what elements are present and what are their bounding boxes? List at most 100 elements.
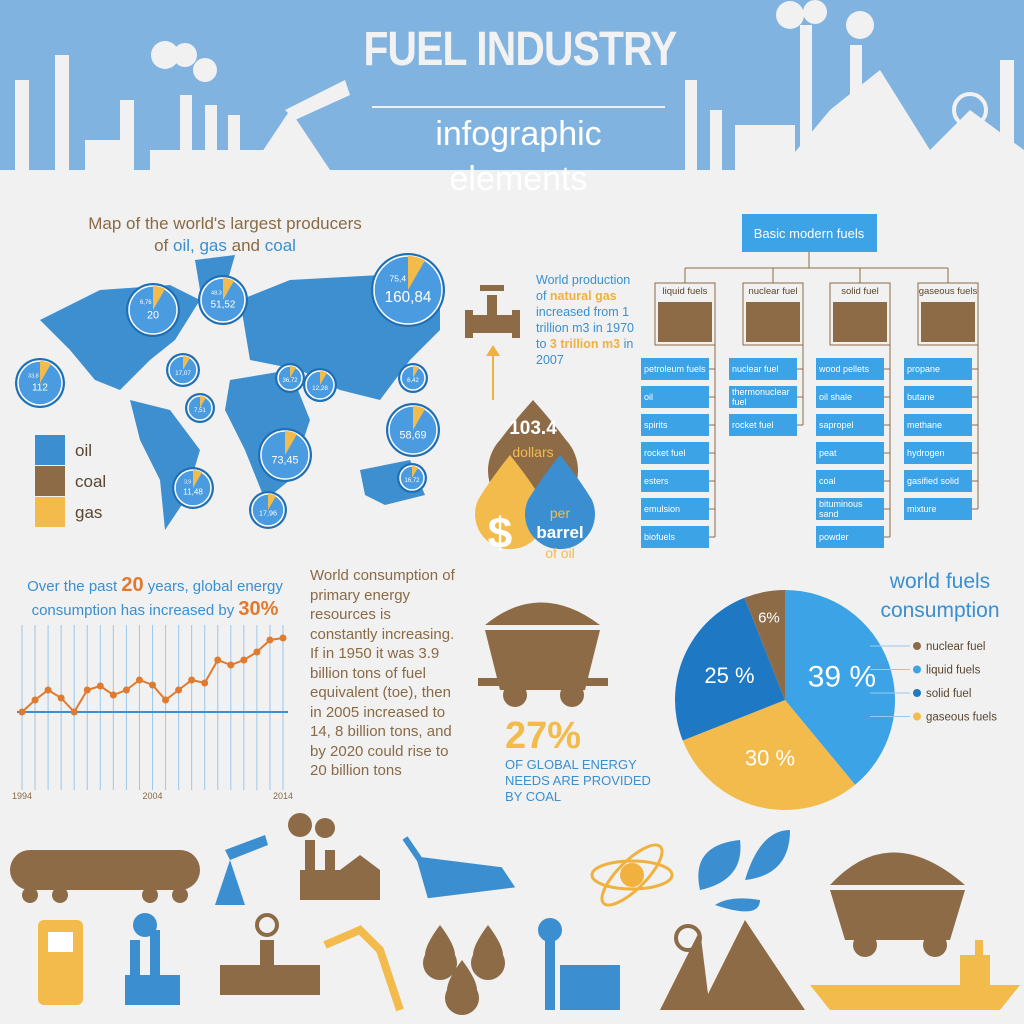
bubble-label: 51,52	[211, 300, 236, 311]
title: FUEL INDUSTRY	[363, 23, 677, 76]
group-label: nuclear fuel	[748, 286, 797, 297]
bubble-wedge	[268, 493, 276, 510]
point	[96, 682, 104, 690]
bubble-wedge	[285, 430, 297, 455]
group-icon	[833, 302, 887, 342]
bubble-wedge	[40, 360, 51, 383]
bubble-label: 160,84	[385, 289, 432, 306]
energy-growth: Over the past 20 years, global energy co…	[10, 574, 300, 622]
x-tick-label: 2014	[273, 791, 293, 801]
legend-label: solid fuel	[926, 688, 971, 700]
item-wrap: petroleum fuels	[644, 364, 706, 374]
item-wrap: rocket fuel	[732, 420, 774, 430]
bubble-wedge	[183, 355, 190, 370]
text: Over the past	[27, 578, 118, 595]
item-wrap: biofuels	[644, 532, 675, 542]
item-label: sapropel	[819, 420, 854, 430]
point	[266, 636, 274, 644]
item-wrap: butane	[907, 392, 935, 402]
bubble-label: 20	[147, 309, 159, 321]
item-wrap: propane	[907, 364, 940, 374]
slice-label: 30 %	[745, 746, 795, 771]
bubble-label: 11,48	[183, 487, 203, 496]
item-wrap: mixture	[907, 504, 937, 514]
item-label: petroleum fuels	[644, 364, 706, 374]
group-box	[829, 282, 891, 346]
item-wrap: esters	[644, 476, 669, 486]
bottom-icons	[10, 813, 1020, 1015]
item-label: esters	[644, 476, 669, 486]
point	[70, 708, 78, 716]
group-label: gaseous fuels	[919, 286, 978, 297]
point	[214, 656, 222, 664]
item-box	[904, 442, 972, 464]
group-icon	[921, 302, 975, 342]
item-box	[816, 414, 884, 436]
point	[149, 681, 156, 689]
item-label: rocket fuel	[644, 448, 686, 458]
item-wrap: methane	[907, 420, 943, 430]
point	[253, 648, 261, 656]
item-label: butane	[907, 392, 935, 402]
highlight: 3 trillion m3	[549, 337, 621, 351]
root-box	[742, 214, 877, 252]
item-box	[904, 386, 972, 408]
group-box	[742, 282, 804, 346]
item-box	[816, 358, 884, 380]
per: barrel	[536, 523, 584, 542]
legend-label: liquid fuels	[926, 665, 981, 677]
bubble-wedge	[290, 365, 296, 378]
gas-note: World production of natural gas increase…	[536, 272, 636, 368]
oil-price-unit: dollars	[512, 444, 554, 460]
item-wrap: coal	[819, 476, 836, 486]
legend-dot	[913, 665, 921, 674]
root-label: Basic modern fuels	[754, 226, 865, 241]
bubble-wedge	[413, 405, 425, 430]
item-box	[904, 358, 972, 380]
bubble-label: 112	[32, 383, 48, 394]
group-label: solid fuel	[841, 286, 879, 297]
per: of oil	[545, 545, 575, 561]
subtitle: elements	[449, 160, 588, 198]
item-box	[816, 498, 884, 520]
oil-price: 103.4	[509, 418, 557, 439]
item-wrap: spirits	[644, 420, 668, 430]
item-box	[641, 470, 709, 492]
item-wrap: sapropel	[819, 420, 854, 430]
item-box	[641, 358, 709, 380]
text: World production of	[536, 273, 631, 303]
bubble-wedge	[320, 370, 327, 385]
map-title-part: oil,	[173, 236, 195, 255]
item-label: mixture	[907, 504, 937, 514]
item-box	[816, 386, 884, 408]
bubble-label: 7,51	[194, 408, 206, 414]
item-label: methane	[907, 420, 943, 430]
point	[31, 696, 39, 704]
point	[44, 686, 52, 694]
item-label: bituminous sand	[819, 499, 863, 519]
pie-slice	[744, 590, 785, 700]
subtitle: infographic	[435, 115, 602, 153]
item-box	[641, 442, 709, 464]
bubble-wedge	[413, 365, 419, 378]
pie-slice	[785, 590, 895, 785]
point	[240, 656, 248, 664]
point	[122, 686, 130, 694]
industry-silhouette	[0, 0, 1024, 206]
item-wrap: oil shale	[819, 392, 852, 402]
item-wrap: powder	[819, 532, 849, 542]
legend-swatch	[35, 497, 65, 527]
item-box	[904, 498, 972, 520]
point	[175, 686, 183, 694]
bubble-wedge	[153, 285, 165, 310]
map-title: Map of the world's largest producers of …	[60, 213, 390, 257]
bubble-label: 48,3	[211, 291, 222, 297]
primary-energy-text: World consumption of primary energy reso…	[310, 567, 455, 779]
highlight: 30%	[238, 598, 279, 620]
map-title-part: of	[154, 236, 169, 255]
point	[188, 676, 196, 684]
point	[279, 634, 287, 642]
item-wrap: thermonuclear fuel	[732, 387, 790, 407]
